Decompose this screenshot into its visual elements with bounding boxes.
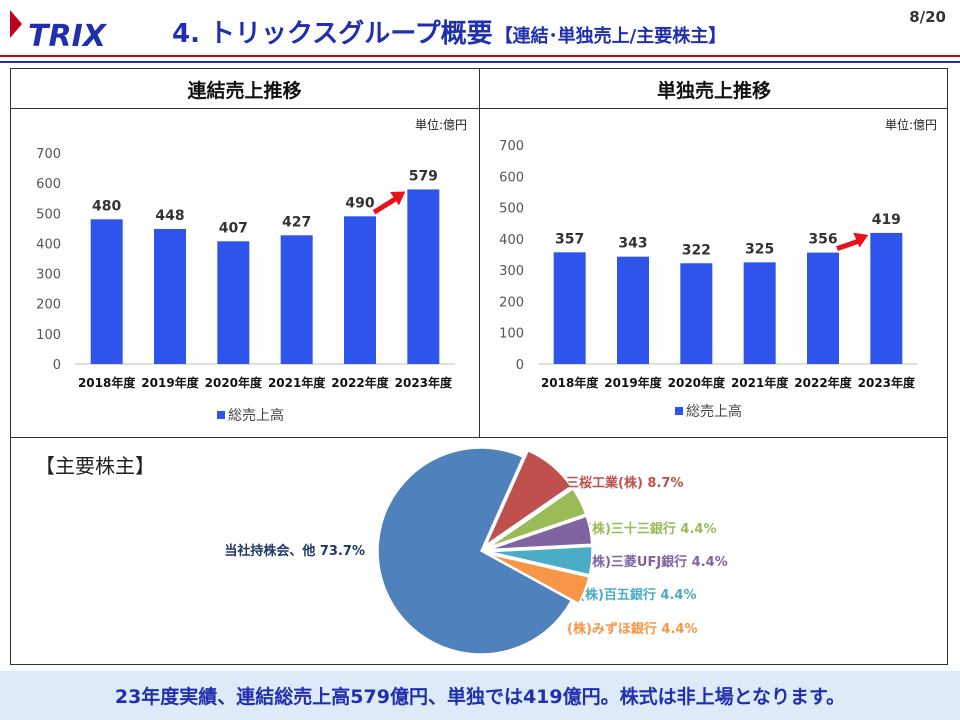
legend-label: 総売上高 [686,403,742,420]
y-tick-label: 400 [499,233,524,248]
pie-slice-label: 当社持株会、他 73.7% [224,543,365,559]
data-label: 490 [345,195,374,211]
growth-arrow-head-icon [853,232,869,248]
x-tick-label: 2018年度 [78,375,136,390]
pie-slice [377,447,573,655]
data-label: 427 [282,214,311,230]
bar [743,262,776,364]
y-tick-label: 700 [499,139,524,154]
bar [154,228,186,364]
y-tick-label: 0 [516,358,524,373]
legend-swatch [675,407,683,415]
summary-band: 23年度実績、連結総売上高579億円、単独では419億円。株式は非上場となります… [0,671,960,720]
standalone-sales-chart: 単位:億円 0 100 200 300 400 500 600 700 357 2018年度 343 2… [499,117,937,420]
bar [90,219,123,364]
y-tick-label: 700 [36,147,61,162]
shareholders-pie-chart: 【主要株主】三桜工業(株) 8.7% (株)三十三銀行 4.4% (株)三菱UFJ銀… [35,447,728,655]
panel-vertical-divider [479,68,480,438]
x-tick-label: 2020年度 [205,375,263,390]
x-tick-label: 2022年度 [794,375,852,390]
y-tick-label: 200 [499,295,524,310]
bar [680,263,713,364]
y-tick-label: 300 [499,264,524,279]
data-label: 480 [92,198,121,214]
logo-triangle-icon [10,10,22,38]
data-label: 343 [618,236,647,252]
x-tick-label: 2023年度 [858,375,916,390]
summary-text: 23年度実績、連結総売上高579億円、単独では419億円。株式は非上場となります… [114,686,846,708]
x-tick-label: 2018年度 [541,375,599,390]
header-rule-red [0,55,960,57]
y-tick-label: 0 [53,358,61,373]
shareholders-title: 【主要株主】 [35,454,155,478]
x-tick-label: 2023年度 [395,375,453,390]
pie-slice [488,545,593,576]
x-tick-label: 2019年度 [604,375,662,390]
data-label: 419 [872,212,901,228]
y-tick-label: 400 [36,237,61,252]
data-label: 448 [155,208,184,224]
page-title-main: 4. トリックスグループ概要 [172,19,493,49]
pie-slice [488,553,590,605]
y-tick-label: 500 [36,207,61,222]
pie-slice-label: (株)三十三銀行 4.4% [586,521,716,537]
x-tick-label: 2019年度 [141,375,199,390]
legend-label: 総売上高 [228,407,284,424]
bar [617,256,649,364]
x-tick-label: 2020年度 [668,375,726,390]
trix-logo: TRIX [10,10,108,54]
pie-slice-label: (株)百五銀行 4.4% [579,587,696,603]
data-label: 357 [555,231,584,247]
bar [553,252,586,364]
y-tick-label: 300 [36,268,61,283]
pie-slice [487,487,587,549]
data-label: 579 [409,168,438,184]
x-tick-label: 2021年度 [268,375,326,390]
bar [344,216,376,364]
bar [870,232,903,364]
data-label: 325 [745,241,774,257]
logo-text: TRIX [28,19,108,54]
pie-slice-label: (株)みずほ銀行 4.4% [567,621,697,637]
consolidated-chart-title: 連結売上推移 [187,79,302,102]
unit-label: 単位:億円 [415,117,467,132]
consolidated-sales-chart: 単位:億円 0 100 200 300 400 500 600 700 480 2018年度 448 2… [36,117,467,424]
unit-label: 単位:億円 [885,117,937,132]
pie-slice-label: 三桜工業(株) 8.7% [566,475,683,491]
y-tick-label: 600 [499,170,524,185]
y-tick-label: 100 [36,328,61,343]
page-title-sub: 【連結･単独売上/主要株主】 [494,26,727,47]
bar [217,241,250,364]
header-rule-blue [0,61,960,63]
pie-slice [488,515,593,551]
x-tick-label: 2022年度 [331,375,389,390]
panel-horizontal-divider [10,437,948,438]
page-number: 8/20 [909,8,946,26]
data-label: 322 [682,242,711,258]
bar [807,252,839,364]
bar [407,189,440,364]
pie-slice-label: (株)三菱UFJ銀行 4.4% [586,554,728,570]
data-label: 356 [808,232,837,248]
y-tick-label: 100 [499,327,524,342]
x-tick-label: 2021年度 [731,375,789,390]
y-tick-label: 500 [499,202,524,217]
bar [280,235,313,364]
legend-swatch [217,411,225,419]
growth-arrow-head-icon [390,191,406,206]
page-title: 4. トリックスグループ概要 【連結･単独売上/主要株主】 [172,10,726,50]
pie-slice [484,449,572,547]
standalone-chart-title: 単独売上推移 [656,79,771,102]
y-tick-label: 200 [36,298,61,313]
data-label: 407 [219,220,248,236]
y-tick-label: 600 [36,177,61,192]
